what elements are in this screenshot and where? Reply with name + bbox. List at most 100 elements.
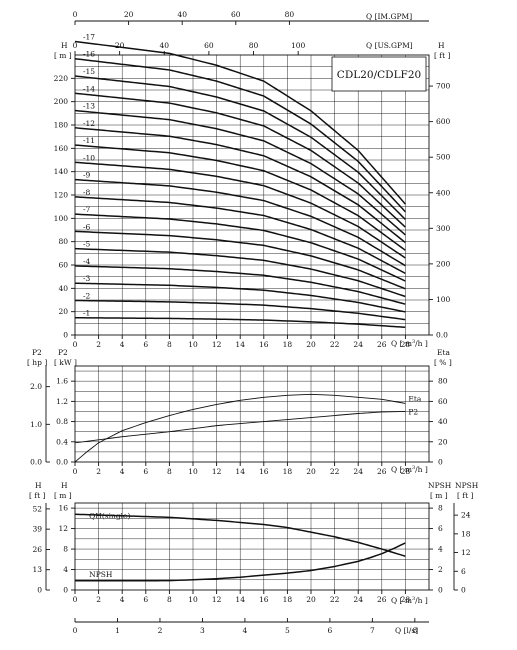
im-gpm-label: Q [IM.GPM] [366,12,412,21]
head-curve-stage-12 [74,127,406,244]
head-y-tick-label: 200 [54,97,69,106]
npsh-ft-tick-label: 18 [461,529,471,538]
npsh-ft-tick-label: 6 [461,567,466,576]
npsh-x-tick-label: 20 [306,595,316,604]
head-x-tick-label: 14 [235,340,245,349]
us-gpm-tick-label: 20 [115,41,125,50]
npsh-m-tick-label: 6 [438,524,443,533]
hp-ticks: 0.0 1.0 2.0 [30,382,50,467]
ls-tick-label: 4 [243,626,248,635]
model-title-box [331,56,427,92]
power-x-label: Q [ m3/h ] [391,465,428,474]
power-x-tick-label: 4 [120,467,125,476]
npsh-grid [75,503,429,590]
h-ft-ticks: 0 13 26 39 52 [32,504,50,595]
head-curves [74,40,406,329]
power-x-tick-label: 12 [212,467,222,476]
npsh-x-tick-label: 24 [353,595,363,604]
npsh-x-tick-label: 2 [96,595,101,604]
kw-ticks: 0.0 0.4 0.8 1.2 1.6 [56,377,75,467]
head-ft-tick-label: 600 [436,117,451,126]
qh-single-curve [74,513,406,557]
head-x-tick-label: 6 [143,340,148,349]
npsh-x-tick-label: 4 [120,595,125,604]
head-curve-stage-15 [74,75,406,221]
head-x-tick-label: 8 [167,340,172,349]
stage-label: -8 [83,188,91,197]
power-x-ticks: 0 2 4 6 8 10 12 14 16 18 20 22 24 26 28 [73,462,411,476]
im-gpm-tick-label: 80 [285,10,295,19]
us-gpm-label: Q [US.GPM] [366,41,413,50]
im-gpm-ticks: 0 20 40 60 80 [73,10,295,25]
kw-tick-label: 1.6 [56,377,68,386]
us-gpm-tick-label: 40 [159,41,169,50]
head-y-tick-label: 160 [54,144,69,153]
npsh-ft-label: NPSH[ ft ] [455,481,479,500]
ls-tick-label: 8 [412,626,417,635]
npsh-x-tick-label: 18 [283,595,293,604]
stage-label: -11 [83,136,95,145]
head-y-tick-label: 220 [54,74,69,83]
head-x-tick-label: 4 [120,340,125,349]
h-ft-tick-label: 26 [32,545,42,554]
stage-label: -16 [83,50,95,59]
npsh-series-label: NPSH [89,570,113,579]
npsh-x-tick-label: 8 [167,595,172,604]
power-x-tick-label: 18 [283,467,293,476]
hp-tick-label: 0.0 [30,458,42,467]
ls-tick-label: 3 [200,626,205,635]
head-curve-stage-17 [74,40,406,205]
npsh-curves: QH(single) NPSH [74,511,406,582]
eta-tick-label: 20 [438,437,448,446]
head-y-ticks: 0 20 40 60 80 100 120 140 160 180 200 220 [54,74,75,340]
stage-label: -12 [83,119,95,128]
stage-label: -9 [83,171,91,180]
head-x-tick-label: 20 [306,340,316,349]
eta-tick-label: 0 [438,458,443,467]
eta-tick-label: 80 [438,377,448,386]
head-ft-label: H[ ft ] [434,41,450,60]
head-ft-tick-label: 300 [436,224,451,233]
head-curve-stage-9 [74,178,406,267]
npsh-m-tick-label: 4 [438,545,443,554]
kw-tick-label: 0.4 [56,437,68,446]
us-gpm-tick-label: 100 [291,41,306,50]
h-ft-tick-label: 39 [32,525,42,534]
kw-tick-label: 1.2 [56,397,68,406]
p2-series-label: P2 [408,407,418,416]
stage-label: -7 [83,205,91,214]
power-x-tick-label: 14 [235,467,245,476]
npsh-x-tick-label: 22 [330,595,340,604]
kw-tick-label: 0.0 [56,458,68,467]
eta-series-label: Eta [408,394,421,403]
head-y-tick-label: 180 [54,121,69,130]
head-x-tick-label: 18 [283,340,293,349]
power-x-tick-label: 28 [401,467,411,476]
head-y-tick-label: 60 [58,261,68,270]
im-gpm-tick-label: 0 [73,10,78,19]
im-gpm-tick-label: 60 [231,10,241,19]
head-ft-ticks: 0.0 100 200 300 400 500 600 700 [429,82,451,340]
stage-label: -10 [83,153,95,162]
h-m-tick-label: 12 [58,524,68,533]
stage-label: -15 [83,67,95,76]
stage-label: -3 [83,274,91,283]
ls-axis-label: Q [l/s] [395,626,418,635]
h-m-label: H[ m ] [54,481,72,500]
eta-tick-label: 40 [438,417,448,426]
head-m-label: H[ m ] [54,41,72,60]
power-x-tick-label: 24 [353,467,363,476]
npsh-x-tick-label: 10 [188,595,198,604]
ls-tick-label: 6 [327,626,332,635]
us-gpm-ticks: 0 20 40 60 80 100 [73,41,306,55]
im-gpm-tick-label: 20 [124,10,134,19]
us-gpm-tick-label: 80 [249,41,259,50]
npsh-m-ticks: 0 2 4 6 8 [429,504,443,595]
head-curve-stage-10 [74,161,406,259]
power-x-tick-label: 6 [143,467,148,476]
im-gpm-tick-label: 40 [177,10,187,19]
power-x-tick-label: 10 [188,467,198,476]
head-curve-stage-13 [74,109,406,236]
head-y-tick-label: 120 [54,191,69,200]
